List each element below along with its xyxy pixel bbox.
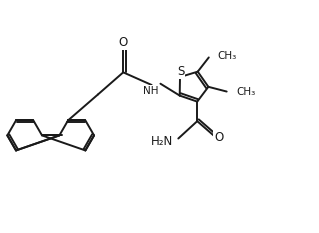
Text: CH₃: CH₃ [236,86,256,96]
Text: H₂N: H₂N [150,135,173,148]
Text: NH: NH [143,86,158,96]
Text: CH₃: CH₃ [218,51,237,61]
Text: O: O [119,36,128,49]
Text: O: O [214,131,224,144]
Text: S: S [177,65,184,78]
